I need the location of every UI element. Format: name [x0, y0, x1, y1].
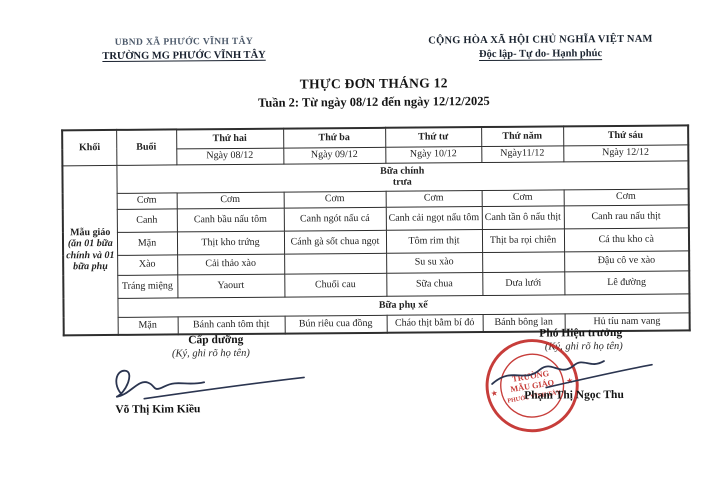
day-header-fri: Thứ sáu — [563, 125, 689, 146]
signature-role-cook: Cấp dưỡng — [188, 333, 244, 347]
day-header-mon: Thứ hai — [176, 128, 284, 149]
menu-cell: Tôm rim thịt — [385, 229, 483, 253]
school-name: TRƯỜNG MG PHƯỚC VĨNH TÂY — [102, 49, 266, 63]
signature-name-principal: Phạm Thị Ngọc Thu — [524, 388, 624, 402]
menu-table: Khối Buổi Thứ hai Thứ ba Thứ tư Thứ năm … — [61, 124, 691, 337]
menu-cell: Dưa lưới — [482, 271, 565, 296]
signature-block-principal: Phó Hiệu trưởng (Ký, ghi rõ họ tên) ★ ★ … — [456, 326, 686, 433]
stamp-star-right: ★ — [565, 376, 573, 386]
day-header-thu: Thứ năm — [481, 126, 564, 147]
day-header-wed: Thứ tư — [385, 127, 482, 147]
menu-cell: Canh ngót nấu cá — [283, 206, 386, 231]
menu-cell — [284, 252, 387, 274]
page-subtitle: Tuần 2: Từ ngày 08/12 đến ngày 12/12/202… — [258, 93, 490, 110]
date-wed: Ngày 10/12 — [385, 146, 482, 163]
page-title: THỰC ĐƠN THÁNG 12 — [299, 75, 448, 92]
signature-ink-principal — [491, 360, 653, 389]
menu-cell: Thịt ba rọi chiên — [481, 228, 565, 253]
menu-cell: Cá thu kho cà — [563, 227, 690, 252]
signature-ink-cook — [115, 369, 305, 400]
national-motto: Độc lập- Tự do- Hạnh phúc — [478, 48, 603, 61]
row-label: Tráng miệng — [117, 274, 178, 298]
menu-cell: Lê đường — [564, 270, 690, 295]
title-block: THỰC ĐƠN THÁNG 12 Tuần 2: Từ ngày 08/12 … — [61, 73, 687, 112]
buoi-column-header: Buổi — [116, 129, 177, 165]
row-label: Cơm — [116, 192, 177, 209]
menu-cell: Cơm — [385, 190, 482, 207]
menu-cell: Cơm — [563, 188, 689, 206]
letterhead-left: UBND XÃ PHƯỚC VĨNH TÂY TRƯỜNG MG PHƯỚC V… — [56, 36, 311, 63]
menu-cell — [482, 251, 565, 273]
letterhead: UBND XÃ PHƯỚC VĨNH TÂY TRƯỜNG MG PHƯỚC V… — [56, 33, 690, 63]
day-header-tue: Thứ ba — [283, 127, 386, 148]
menu-cell: Su su xào — [386, 252, 483, 273]
menu-cell: Canh tần ô nấu thịt — [481, 205, 564, 230]
menu-cell: Cơm — [283, 190, 386, 208]
menu-cell: Yaourt — [177, 273, 285, 298]
menu-cell: Cơm — [481, 189, 564, 207]
national-title: CỘNG HÒA XÃ HỘI CHỦ NGHĨA VIỆT NAM — [428, 33, 653, 47]
khoi-group-label: Mẫu giáo — [69, 226, 111, 239]
khoi-column-header: Khối — [62, 129, 117, 166]
khoi-group-note: (ăn 01 bữa chính và 01 bữa phụ — [66, 238, 115, 273]
menu-cell: Cánh gà sốt chua ngọt — [283, 229, 387, 254]
menu-cell: Cải thảo xào — [177, 253, 285, 275]
menu-cell: Đậu cô ve xào — [564, 250, 690, 272]
date-mon: Ngày 08/12 — [176, 147, 284, 165]
letterhead-right: CỘNG HÒA XÃ HỘI CHỦ NGHĨA VIỆT NAM Độc l… — [390, 33, 690, 60]
menu-cell: Sữa chua — [386, 272, 483, 296]
section-label-lunch: Bữa chính trưa — [116, 160, 689, 193]
row-label: Mặn — [117, 316, 178, 335]
school-stamp: ★ ★ TRƯỜNG MẪU GIÁO PHƯỚC VĨNH TÂY — [485, 339, 579, 433]
signature-block-cook: Cấp dưỡng (Ký, ghi rõ họ tên) Võ Thị Kim… — [113, 333, 334, 416]
row-label: Mặn — [116, 231, 178, 255]
row-label: Canh — [116, 208, 177, 232]
menu-cell: Bánh canh tôm thịt — [177, 315, 285, 335]
date-tue: Ngày 09/12 — [283, 146, 386, 164]
menu-cell: Canh bầu nấu tôm — [176, 207, 284, 232]
date-fri: Ngày 12/12 — [563, 144, 689, 162]
menu-cell: Canh rau nấu thịt — [563, 204, 689, 229]
menu-cell: Bún riêu cua đồng — [284, 314, 387, 334]
menu-cell: Thịt kho trứng — [176, 230, 285, 255]
row-label: Xào — [117, 254, 178, 275]
org-name: UBND XÃ PHƯỚC VĨNH TÂY — [114, 36, 254, 48]
stamp-star-left: ★ — [490, 388, 498, 398]
date-thu: Ngày11/12 — [481, 145, 564, 163]
menu-cell: Chuối cau — [284, 272, 387, 297]
menu-cell: Cơm — [176, 191, 284, 209]
menu-cell: Canh cải ngọt nấu tôm — [385, 206, 482, 230]
khoi-group-cell: Mẫu giáo (ăn 01 bữa chính và 01 bữa phụ — [62, 164, 118, 336]
